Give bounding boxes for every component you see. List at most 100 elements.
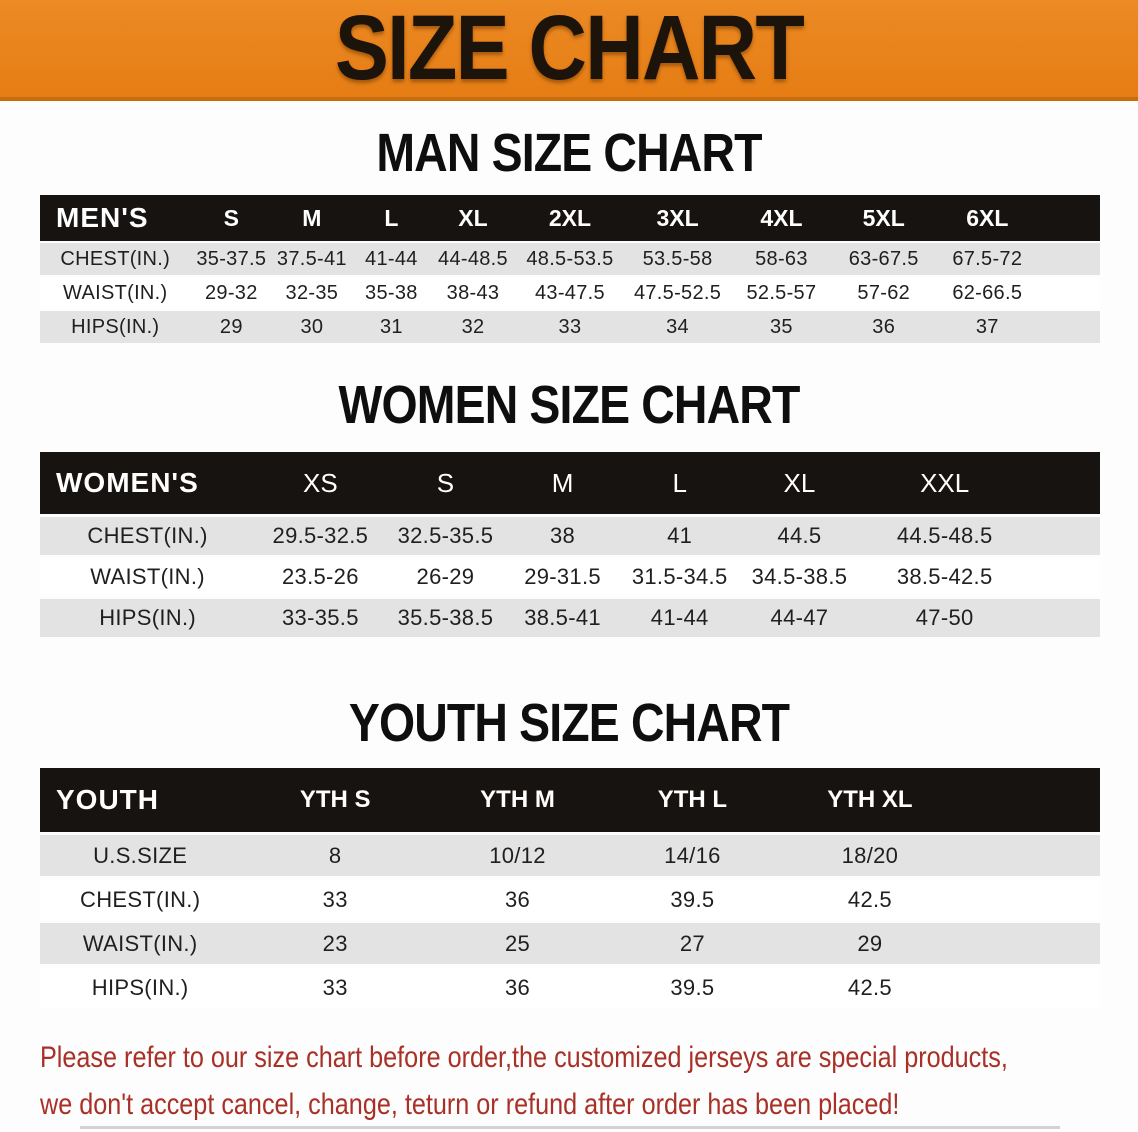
size-value-cell: 53.5-58 xyxy=(642,247,713,270)
size-value-cell: 57-62 xyxy=(857,281,911,304)
size-value-cell: 47-50 xyxy=(915,605,974,630)
size-column-header: YTH S xyxy=(240,768,431,832)
size-value-cell: 44.5 xyxy=(777,523,822,548)
size-value-cell: 31 xyxy=(379,315,403,338)
size-value-cell: 29.5-32.5 xyxy=(272,523,369,548)
size-column-header: XL xyxy=(431,195,515,241)
size-value-cell: 29 xyxy=(219,315,243,338)
size-value-cell: 27 xyxy=(679,930,705,956)
size-value-cell: 23 xyxy=(322,930,348,956)
table-row: WAIST(IN.) 29-32 32-35 35-38 38-43 43-47.5 47.… xyxy=(40,277,1100,309)
women-size-chart-heading: WOMEN SIZE CHART xyxy=(338,375,801,435)
row-label: CHEST(IN.) xyxy=(87,523,208,548)
size-column-header: YTH M xyxy=(430,768,605,832)
size-value-cell: 38.5-42.5 xyxy=(896,564,993,589)
table-row: CHEST(IN.) 29.5-32.5 32.5-35.5 38 41 44.5 44.5… xyxy=(40,517,1100,555)
size-column-header: YTH XL xyxy=(779,768,1100,832)
youth-size-table: YOUTH YTH S YTH M YTH L YTH XL U.S.SIZE 8 10/12… xyxy=(40,765,1100,1011)
size-value-cell: 33 xyxy=(322,974,348,1000)
size-value-cell: 44-47 xyxy=(770,605,829,630)
table-row: HIPS(IN.) 33-35.5 35.5-38.5 38.5-41 41-44 44-… xyxy=(40,599,1100,637)
size-column-header: YTH L xyxy=(604,768,780,832)
size-column-header: 5XL xyxy=(832,195,935,241)
table-row: CHEST(IN.) 33 36 39.5 42.5 xyxy=(40,879,1100,920)
size-value-cell: 42.5 xyxy=(847,974,892,1000)
size-value-cell: 41-44 xyxy=(365,247,418,270)
size-column-header: S xyxy=(385,452,506,514)
row-label: WAIST(IN.) xyxy=(82,930,198,956)
row-label: HIPS(IN.) xyxy=(99,605,196,630)
size-value-cell: 29 xyxy=(857,930,883,956)
table-corner-label: MEN'S xyxy=(40,195,191,241)
size-value-cell: 67.5-72 xyxy=(952,247,1023,270)
size-value-cell: 34 xyxy=(666,315,689,338)
size-value-cell: 26-29 xyxy=(416,564,475,589)
size-value-cell: 32 xyxy=(461,315,485,338)
youth-section-heading-wrap: YOUTH SIZE CHART xyxy=(0,692,1138,754)
size-value-cell: 18/20 xyxy=(841,842,899,868)
size-value-cell: 41-44 xyxy=(650,605,709,630)
disclaimer: Please refer to our size chart before or… xyxy=(40,1034,1130,1128)
table-header-row: YOUTH YTH S YTH M YTH L YTH XL xyxy=(40,768,1100,832)
size-value-cell: 52.5-57 xyxy=(746,281,817,304)
size-value-cell: 63-67.5 xyxy=(848,247,919,270)
size-value-cell: 48.5-53.5 xyxy=(526,247,614,270)
size-column-header: 6XL xyxy=(934,195,1100,241)
size-value-cell: 38.5-41 xyxy=(524,605,601,630)
banner: SIZE CHART xyxy=(0,0,1138,101)
table-header-row: MEN'S S M L XL 2XL 3XL 4XL 5XL 6XL xyxy=(40,195,1100,241)
row-label: CHEST(IN.) xyxy=(60,247,171,270)
row-label: HIPS(IN.) xyxy=(71,315,160,338)
size-value-cell: 36 xyxy=(872,315,896,338)
table-row: WAIST(IN.) 23.5-26 26-29 29-31.5 31.5-34.5 34… xyxy=(40,558,1100,596)
women-section-heading-wrap: WOMEN SIZE CHART xyxy=(0,374,1138,436)
size-value-cell: 62-66.5 xyxy=(952,281,1023,304)
table-row: WAIST(IN.) 23 25 27 29 xyxy=(40,923,1100,964)
size-column-header: L xyxy=(619,452,740,514)
size-value-cell: 37 xyxy=(975,315,999,338)
table-row: U.S.SIZE 8 10/12 14/16 18/20 xyxy=(40,835,1100,876)
bottom-divider xyxy=(80,1126,1060,1129)
table-corner-label: WOMEN'S xyxy=(40,452,256,514)
man-section-heading-wrap: MAN SIZE CHART xyxy=(0,122,1138,184)
size-value-cell: 39.5 xyxy=(670,886,715,912)
size-value-cell: 35-37.5 xyxy=(196,247,267,270)
disclaimer-line-1: Please refer to our size chart before or… xyxy=(40,1041,1008,1074)
size-value-cell: 32-35 xyxy=(285,281,339,304)
size-value-cell: 39.5 xyxy=(670,974,715,1000)
size-column-header: XS xyxy=(255,452,386,514)
size-value-cell: 33 xyxy=(322,886,348,912)
size-column-header: M xyxy=(272,195,352,241)
table-row: CHEST(IN.) 35-37.5 37.5-41 41-44 44-48.5 48.5… xyxy=(40,243,1100,275)
size-value-cell: 58-63 xyxy=(755,247,808,270)
size-value-cell: 23.5-26 xyxy=(282,564,359,589)
size-value-cell: 38 xyxy=(550,523,576,548)
youth-size-chart-heading: YOUTH SIZE CHART xyxy=(348,693,790,753)
size-value-cell: 8 xyxy=(328,842,342,868)
table-corner-label: YOUTH xyxy=(40,768,241,832)
size-value-cell: 36 xyxy=(504,974,531,1000)
size-value-cell: 30 xyxy=(300,315,324,338)
size-value-cell: 32.5-35.5 xyxy=(397,523,494,548)
size-value-cell: 25 xyxy=(504,930,531,956)
size-value-cell: 35 xyxy=(770,315,793,338)
mens-size-table: MEN'S S M L XL 2XL 3XL 4XL 5XL 6XL CHEST(IN.) 35-37… xyxy=(40,193,1100,345)
size-value-cell: 33-35.5 xyxy=(282,605,359,630)
row-label: CHEST(IN.) xyxy=(80,886,201,912)
size-value-cell: 29-32 xyxy=(204,281,258,304)
disclaimer-line-2: we don't accept cancel, change, teturn o… xyxy=(40,1088,900,1121)
size-value-cell: 35-38 xyxy=(365,281,418,304)
size-column-header: M xyxy=(505,452,620,514)
size-value-cell: 44-48.5 xyxy=(438,247,508,270)
size-column-header: 4XL xyxy=(730,195,833,241)
table-row: HIPS(IN.) 29 30 31 32 33 34 35 36 37 xyxy=(40,311,1100,343)
size-column-header: S xyxy=(190,195,273,241)
row-label: WAIST(IN.) xyxy=(63,281,168,304)
size-value-cell: 37.5-41 xyxy=(276,247,347,270)
size-value-cell: 31.5-34.5 xyxy=(631,564,728,589)
size-column-header: XXL xyxy=(859,452,1100,514)
size-column-header: 3XL xyxy=(625,195,731,241)
row-label: WAIST(IN.) xyxy=(90,564,205,589)
size-value-cell: 36 xyxy=(504,886,531,912)
size-value-cell: 10/12 xyxy=(489,842,546,868)
